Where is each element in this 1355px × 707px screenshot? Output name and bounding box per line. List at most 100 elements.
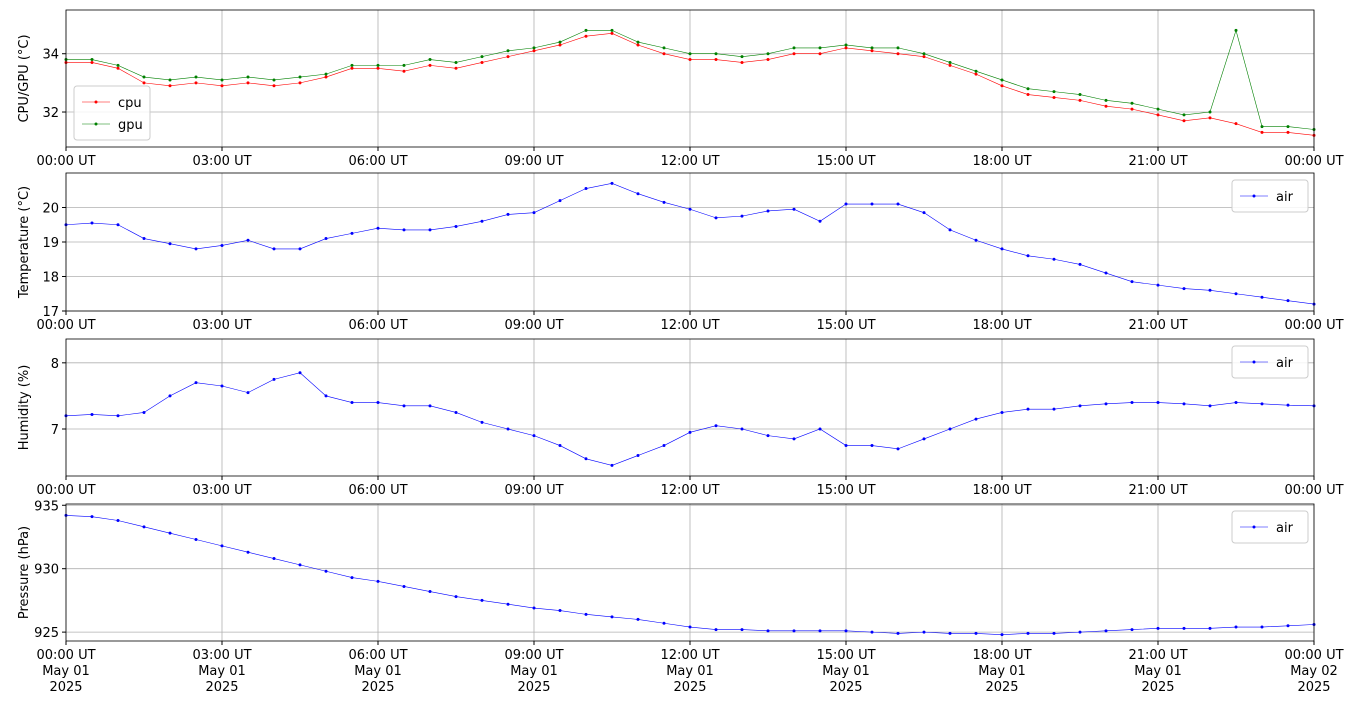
legend-box [1231, 179, 1309, 213]
data-point [1130, 107, 1134, 111]
data-point [1234, 625, 1238, 629]
y-axis-label: Temperature (°C) [17, 186, 32, 299]
data-point [688, 52, 692, 56]
data-point [688, 207, 692, 211]
x-tick-label: 09:00 UT [504, 483, 563, 498]
x-tick-label: 06:00 UT May 01 2025 [348, 648, 407, 695]
y-tick-label: 34 [42, 48, 59, 63]
data-point [844, 629, 848, 633]
data-point [272, 377, 276, 381]
data-point [792, 207, 796, 211]
axes-frame [65, 503, 1315, 642]
data-point [1286, 624, 1290, 628]
data-point [246, 391, 250, 395]
data-point [532, 606, 536, 610]
legend-marker [1252, 360, 1256, 364]
data-point [480, 60, 484, 64]
data-point [1182, 119, 1186, 123]
x-tick-label: 00:00 UT [1284, 483, 1343, 498]
data-point [1078, 98, 1082, 102]
data-point [1286, 403, 1290, 407]
data-point [610, 28, 614, 32]
axes-frame [65, 338, 1315, 477]
data-point [506, 212, 510, 216]
x-tick-label: 15:00 UT May 01 2025 [816, 648, 875, 695]
data-point [1026, 631, 1030, 635]
data-point [662, 46, 666, 50]
data-point [324, 569, 328, 573]
data-point [376, 63, 380, 67]
legend-marker [94, 122, 98, 126]
data-point [1130, 401, 1134, 405]
data-point [194, 75, 198, 79]
data-point [90, 221, 94, 225]
legend-label: air [1276, 356, 1294, 371]
data-point [168, 78, 172, 82]
data-point [610, 463, 614, 467]
data-point [1208, 404, 1212, 408]
data-point [1182, 626, 1186, 630]
data-point [1000, 633, 1004, 637]
data-point [870, 202, 874, 206]
data-point [1026, 407, 1030, 411]
data-point [584, 457, 588, 461]
data-point [220, 84, 224, 88]
data-point [246, 238, 250, 242]
data-point [1234, 292, 1238, 296]
data-point [454, 595, 458, 599]
data-point [350, 63, 354, 67]
data-point [1260, 402, 1264, 406]
legend-marker [1252, 194, 1256, 198]
data-point [844, 46, 848, 50]
x-tick-label: 18:00 UT [972, 154, 1031, 169]
data-point [480, 420, 484, 424]
data-point [350, 66, 354, 70]
data-point [1078, 262, 1082, 266]
data-point [870, 444, 874, 448]
data-point [246, 550, 250, 554]
x-tick-label: 03:00 UT May 01 2025 [192, 648, 251, 695]
data-point [740, 55, 744, 59]
x-tick-label: 00:00 UT [1284, 318, 1343, 333]
legend-box [1231, 510, 1309, 544]
data-point [1234, 122, 1238, 126]
x-tick-label: 18:00 UT May 01 2025 [972, 648, 1031, 695]
y-tick-label: 18 [42, 271, 59, 286]
data-point [740, 60, 744, 64]
x-tick-label: 12:00 UT May 01 2025 [660, 648, 719, 695]
data-point [324, 394, 328, 398]
data-point [1260, 125, 1264, 129]
data-point [1104, 98, 1108, 102]
x-tick-label: 21:00 UT [1128, 483, 1187, 498]
data-point [428, 590, 432, 594]
data-point [766, 629, 770, 633]
data-point [116, 223, 120, 227]
data-point [454, 60, 458, 64]
x-tick-label: 18:00 UT [972, 318, 1031, 333]
data-point [376, 401, 380, 405]
y-tick-label: 925 [34, 626, 59, 641]
data-point [506, 427, 510, 431]
data-point [376, 226, 380, 230]
data-point [506, 55, 510, 59]
data-point [142, 410, 146, 414]
data-point [558, 199, 562, 203]
data-point [480, 55, 484, 59]
data-point [870, 46, 874, 50]
data-point [558, 43, 562, 47]
data-point [766, 434, 770, 438]
data-point [90, 60, 94, 64]
data-point [298, 247, 302, 251]
data-point [350, 231, 354, 235]
x-tick-label: 06:00 UT [348, 154, 407, 169]
x-tick-label: 03:00 UT [192, 318, 251, 333]
data-point [1156, 283, 1160, 287]
data-point [688, 58, 692, 62]
data-point [480, 219, 484, 223]
data-point [584, 612, 588, 616]
data-point [1286, 125, 1290, 129]
data-point [558, 609, 562, 613]
data-point [194, 247, 198, 251]
data-point [1234, 401, 1238, 405]
